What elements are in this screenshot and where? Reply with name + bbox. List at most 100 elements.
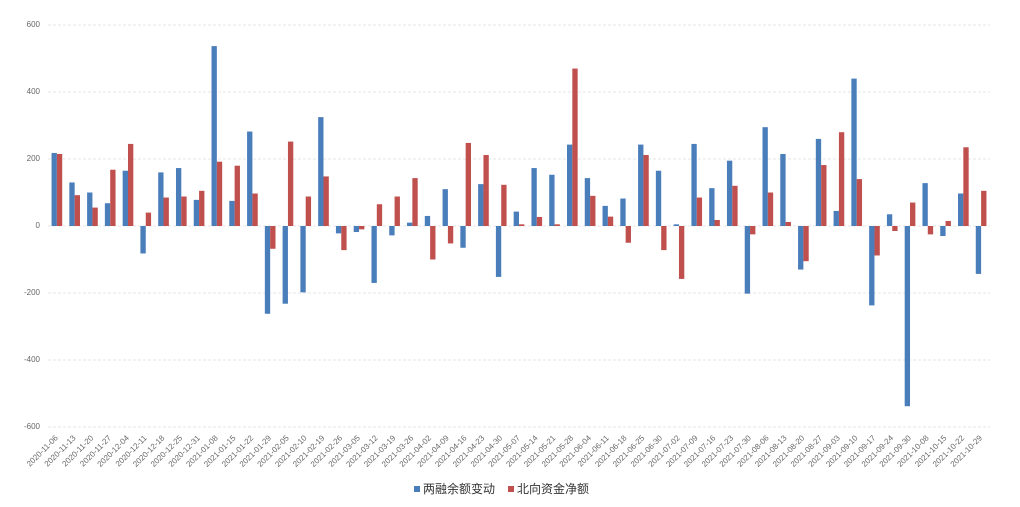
bar: [424, 215, 431, 226]
bar: [104, 203, 111, 226]
bar: [655, 170, 662, 226]
bar: [127, 143, 134, 226]
bar: [678, 226, 685, 279]
bar: [216, 161, 223, 226]
bar: [886, 214, 893, 226]
bar: [638, 144, 644, 226]
bar: [838, 132, 845, 226]
bar: [709, 188, 715, 226]
bar: [318, 117, 324, 226]
bar: [762, 127, 768, 226]
bar: [465, 142, 472, 226]
bar: [323, 176, 329, 226]
bar: [821, 165, 827, 226]
bar: [549, 174, 555, 226]
legend-swatch: [414, 486, 420, 492]
bar: [940, 226, 946, 237]
bar: [673, 224, 679, 226]
y-tick-label: 600: [27, 20, 41, 29]
bar: [353, 226, 360, 233]
bar: [602, 205, 608, 226]
bar: [726, 160, 733, 226]
bar: [442, 189, 448, 226]
bar: [910, 202, 916, 226]
bar: [69, 182, 75, 226]
bar: [892, 226, 898, 232]
bar: [483, 154, 489, 226]
bar: [590, 195, 596, 226]
bar: [620, 198, 626, 226]
bar: [643, 154, 649, 226]
bar: [785, 221, 791, 226]
bar: [945, 220, 951, 226]
bar: [376, 204, 383, 226]
bar: [234, 165, 240, 226]
bar: [163, 197, 169, 226]
bar: [495, 226, 502, 277]
bar: [371, 226, 377, 283]
bar: [536, 216, 543, 226]
bar: [389, 226, 395, 236]
bar: [87, 192, 93, 226]
bar: [963, 147, 969, 226]
bar: [305, 196, 312, 226]
bar: [51, 152, 57, 226]
bar: [803, 226, 809, 262]
bar: [625, 226, 631, 243]
bar: [122, 170, 128, 226]
bar: [869, 226, 875, 306]
bar: [394, 196, 400, 226]
legend-label: 两融余额变动: [423, 481, 495, 496]
bar: [927, 226, 934, 235]
bar: [175, 168, 182, 226]
bar: [922, 183, 928, 226]
legend-label: 北向资金净额: [517, 481, 589, 496]
bar: [519, 224, 525, 226]
bar: [696, 197, 703, 226]
bar: [145, 212, 152, 226]
bar: [74, 195, 80, 226]
bar: [92, 207, 98, 226]
bar: [300, 226, 306, 293]
bar: [140, 226, 146, 254]
bar: [282, 226, 288, 304]
bar: [975, 226, 982, 274]
y-tick-label: 200: [27, 154, 41, 163]
bar: [447, 226, 454, 244]
bar: [460, 226, 466, 248]
bar: [661, 226, 667, 251]
bar: [554, 224, 560, 226]
bar: [252, 193, 258, 226]
bar: [199, 190, 205, 226]
bar: [744, 226, 751, 294]
bar: [981, 190, 987, 226]
bar: [691, 143, 697, 226]
y-tick-label: -600: [24, 422, 41, 431]
bar: [110, 169, 116, 226]
bar: [780, 153, 786, 226]
bar: [798, 226, 804, 270]
bar: [904, 226, 911, 407]
bar: [264, 226, 271, 314]
bar: [359, 226, 365, 230]
legend-swatch: [508, 486, 515, 492]
bar: [56, 153, 63, 226]
bar: [584, 178, 591, 226]
bar: [501, 184, 507, 226]
bar: [211, 46, 217, 227]
bar: [851, 78, 857, 226]
bar: [270, 226, 276, 249]
bar: [767, 192, 774, 226]
bar: [193, 199, 200, 226]
bar: [430, 226, 436, 260]
bar: [815, 138, 822, 226]
bar: [229, 200, 235, 226]
y-tick-label: 400: [27, 87, 41, 96]
bar: [247, 131, 253, 226]
bar: [531, 168, 537, 226]
bar: [341, 226, 347, 251]
bar: [181, 196, 187, 226]
bar: [513, 211, 519, 226]
bar: [572, 68, 578, 226]
